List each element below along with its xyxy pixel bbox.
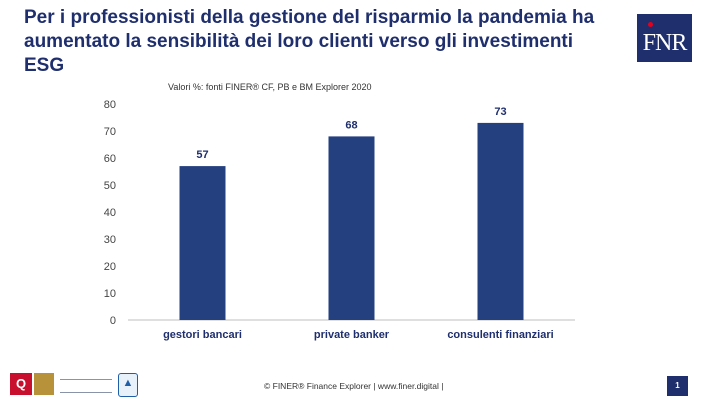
x-category-label: consulenti finanziari: [447, 329, 553, 341]
data-label: 57: [196, 149, 208, 161]
y-tick-label: 80: [104, 99, 116, 111]
y-tick-label: 60: [104, 153, 116, 165]
bar: [477, 122, 524, 321]
y-tick-label: 30: [104, 234, 116, 246]
x-category-label: private banker: [314, 329, 390, 341]
data-label: 73: [494, 106, 506, 118]
y-tick-label: 20: [104, 261, 116, 273]
finer-logo: FNR: [637, 14, 692, 62]
logo-text: FNR: [642, 30, 688, 56]
y-tick-label: 10: [104, 288, 116, 300]
confindustria-logo: [60, 379, 112, 393]
bar: [328, 136, 375, 320]
logo-red-dot: [648, 22, 653, 27]
x-category-label: gestori bancari: [163, 329, 242, 341]
slide-title: Per i professionisti della gestione del …: [24, 7, 595, 76]
certification-triangle-icon: ▲: [118, 373, 138, 397]
award-logo: [34, 373, 54, 395]
y-tick-label: 50: [104, 180, 116, 192]
y-tick-label: 70: [104, 126, 116, 138]
q-certification-logo: Q: [10, 373, 32, 395]
page-number: 1: [667, 376, 688, 396]
y-tick-label: 0: [110, 315, 116, 327]
data-label: 68: [345, 119, 357, 131]
chart-subtitle: Valori %: fonti FINER® CF, PB e BM Explo…: [168, 82, 372, 92]
footer-copyright: © FINER® Finance Explorer | www.finer.di…: [264, 381, 444, 391]
y-tick-label: 40: [104, 207, 116, 219]
bar: [179, 166, 226, 320]
